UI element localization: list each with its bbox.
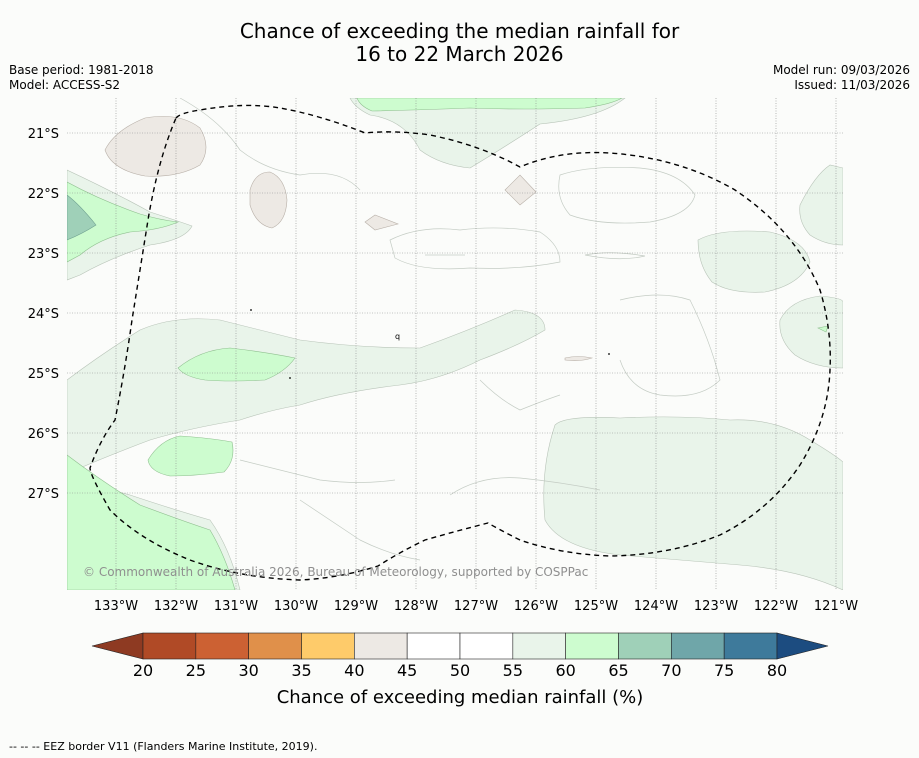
colorbar-segment <box>459 632 514 660</box>
small-marks <box>250 309 610 379</box>
graticule <box>67 98 843 590</box>
longitude-labels: 133°W 132°W 131°W 130°W 129°W 128°W 127°… <box>94 599 858 614</box>
map-title-line1: Chance of exceeding the median rainfall … <box>239 19 680 43</box>
lon-label: 133°W <box>94 599 138 614</box>
colorbar-label: Chance of exceeding median rainfall (%) <box>277 687 644 708</box>
lon-label: 122°W <box>754 599 798 614</box>
latitude-labels: 21°S 22°S 23°S 24°S 25°S 26°S 27°S <box>28 127 59 502</box>
lon-label: 125°W <box>574 599 618 614</box>
colorbar-tick-label: 65 <box>608 661 628 680</box>
model-run: Model run: 09/03/2026 <box>772 63 910 77</box>
region-65-70 <box>67 194 97 241</box>
colorbar-segment <box>512 632 566 660</box>
lon-label: 128°W <box>394 599 438 614</box>
colorbar-tick-label: 25 <box>186 661 206 680</box>
colorbar-tick-label: 55 <box>503 661 523 680</box>
small-map-label: q <box>395 332 400 341</box>
colorbar-segment <box>406 632 461 660</box>
colorbar-tick-label: 75 <box>714 661 734 680</box>
meta-right: Model run: 09/03/2026 Issued: 11/03/2026 <box>773 63 910 93</box>
colorbar-segment <box>723 632 778 660</box>
colorbar-tick-label: 70 <box>661 661 681 680</box>
colorbar-tick-label: 80 <box>767 661 787 680</box>
colorbar-segment <box>195 632 249 660</box>
lat-label: 25°S <box>28 367 59 382</box>
colorbar-tick-label: 20 <box>133 661 153 680</box>
lon-label: 132°W <box>154 599 198 614</box>
colorbar-tick-label: 35 <box>291 661 311 680</box>
colorbar-ticks: 20 25 30 35 40 45 50 55 60 65 70 75 80 <box>133 661 787 680</box>
lat-label: 26°S <box>28 427 59 442</box>
map-panel: q © Commonwealth of Australia 2026, Bure… <box>67 98 843 590</box>
lon-label: 126°W <box>514 599 558 614</box>
lat-label: 21°S <box>28 127 59 142</box>
lon-label: 123°W <box>694 599 738 614</box>
colorbar-segment <box>301 632 355 660</box>
colorbar-segment <box>142 632 197 660</box>
base-period: Base period: 1981-2018 <box>9 63 154 77</box>
lon-label: 130°W <box>274 599 318 614</box>
lon-label: 121°W <box>814 599 858 614</box>
map-title-line2: 16 to 22 March 2026 <box>355 42 564 66</box>
colorbar-segment <box>618 632 672 660</box>
colorbar-tick-label: 40 <box>344 661 364 680</box>
issued-date: Issued: 11/03/2026 <box>794 78 910 92</box>
region-40-45 <box>104 116 594 361</box>
colorbar-tick-label: 30 <box>238 661 258 680</box>
colorbar-segment <box>565 632 619 660</box>
colorbar-segment <box>671 632 725 660</box>
region-60-65 <box>67 98 829 590</box>
lon-label: 129°W <box>334 599 378 614</box>
colorbar-segment <box>248 632 302 660</box>
colorbar-tick-label: 45 <box>397 661 417 680</box>
colorbar <box>91 632 829 660</box>
colorbar-extend-high <box>776 632 829 660</box>
lat-label: 23°S <box>28 247 59 262</box>
colorbar-extend-low <box>91 632 144 660</box>
lat-label: 27°S <box>28 487 59 502</box>
model-name: Model: ACCESS-S2 <box>9 78 121 92</box>
colorbar-tick-label: 50 <box>450 661 470 680</box>
lon-label: 131°W <box>214 599 258 614</box>
meta-left: Base period: 1981-2018 Model: ACCESS-S2 <box>9 63 154 93</box>
eez-legend-note: -- -- -- EEZ border V11 (Flanders Marine… <box>9 740 318 753</box>
colorbar-tick-label: 60 <box>555 661 575 680</box>
lon-label: 127°W <box>454 599 498 614</box>
lat-label: 22°S <box>28 187 59 202</box>
copyright-text: © Commonwealth of Australia 2026, Bureau… <box>83 565 588 579</box>
colorbar-segment <box>354 632 408 660</box>
lat-label: 24°S <box>28 307 59 322</box>
lon-label: 124°W <box>634 599 678 614</box>
